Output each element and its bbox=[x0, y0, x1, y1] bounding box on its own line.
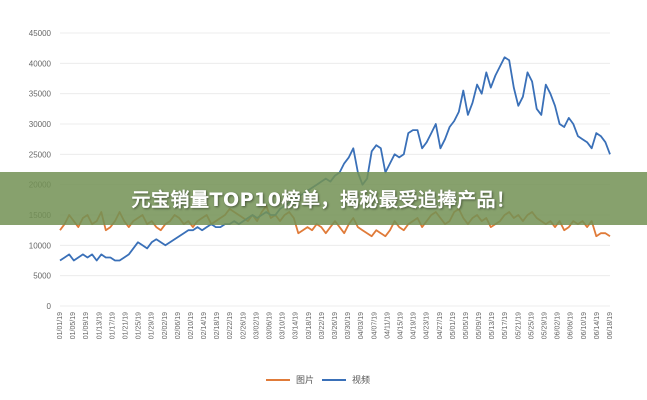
x-tick-label: 03/06/19 bbox=[267, 312, 274, 339]
y-axis-ticks: 0500010000150002000025000300003500040000… bbox=[29, 29, 52, 311]
title-banner: 元宝销量TOP10榜单，揭秘最受追捧产品！ bbox=[0, 172, 647, 225]
y-tick-label: 45000 bbox=[29, 29, 52, 38]
x-tick-label: 01/05/19 bbox=[70, 312, 77, 339]
x-tick-label: 04/07/19 bbox=[371, 312, 378, 339]
y-tick-label: 0 bbox=[47, 302, 52, 311]
x-tick-label: 03/02/19 bbox=[253, 312, 260, 339]
x-tick-label: 03/30/19 bbox=[345, 312, 352, 339]
x-tick-label: 04/03/19 bbox=[358, 312, 365, 339]
x-tick-label: 04/19/19 bbox=[411, 312, 418, 339]
legend-label-image: 图片 bbox=[296, 374, 314, 386]
legend: 图片 视频 bbox=[266, 374, 370, 386]
x-tick-label: 05/25/19 bbox=[528, 312, 535, 339]
y-tick-label: 30000 bbox=[29, 120, 52, 129]
x-tick-label: 01/21/19 bbox=[122, 312, 129, 339]
x-tick-label: 05/01/19 bbox=[450, 312, 457, 339]
x-tick-label: 04/15/19 bbox=[397, 312, 404, 339]
x-tick-label: 02/26/19 bbox=[240, 312, 247, 339]
x-tick-label: 02/10/19 bbox=[188, 312, 195, 339]
x-tick-label: 04/23/19 bbox=[424, 312, 431, 339]
x-tick-label: 06/10/19 bbox=[581, 312, 588, 339]
legend-label-video: 视频 bbox=[352, 374, 370, 386]
x-tick-label: 01/29/19 bbox=[149, 312, 156, 339]
banner-title: 元宝销量TOP10榜单，揭秘最受追捧产品！ bbox=[131, 189, 516, 211]
x-tick-label: 06/18/19 bbox=[607, 312, 614, 339]
x-tick-label: 06/14/19 bbox=[594, 312, 601, 339]
y-tick-label: 40000 bbox=[29, 59, 52, 68]
x-tick-label: 03/14/19 bbox=[293, 312, 300, 339]
x-tick-label: 03/18/19 bbox=[306, 312, 313, 339]
x-tick-label: 01/13/19 bbox=[96, 312, 103, 339]
x-tick-label: 03/26/19 bbox=[332, 312, 339, 339]
x-tick-label: 02/22/19 bbox=[227, 312, 234, 339]
series-line-video bbox=[59, 56, 611, 262]
x-tick-label: 02/02/19 bbox=[162, 312, 169, 339]
series-lines bbox=[59, 56, 611, 262]
x-tick-label: 02/14/19 bbox=[201, 312, 208, 339]
x-tick-label: 05/21/19 bbox=[515, 312, 522, 339]
x-tick-label: 05/09/19 bbox=[476, 312, 483, 339]
x-tick-label: 04/27/19 bbox=[437, 312, 444, 339]
x-tick-label: 05/29/19 bbox=[542, 312, 549, 339]
x-tick-label: 05/17/19 bbox=[502, 312, 509, 339]
x-tick-label: 06/02/19 bbox=[555, 312, 562, 339]
x-tick-label: 02/06/19 bbox=[175, 312, 182, 339]
y-tick-label: 5000 bbox=[33, 272, 51, 281]
x-tick-label: 04/11/19 bbox=[384, 312, 391, 339]
x-tick-label: 01/09/19 bbox=[83, 312, 90, 339]
x-tick-label: 03/10/19 bbox=[280, 312, 287, 339]
x-axis-ticks: 01/01/19 01/05/19 01/09/19 01/13/19 01/17/19… bbox=[57, 312, 614, 339]
x-tick-label: 01/17/19 bbox=[109, 312, 116, 339]
x-tick-label: 01/25/19 bbox=[136, 312, 143, 339]
x-tick-label: 05/13/19 bbox=[489, 312, 496, 339]
x-tick-label: 01/01/19 bbox=[57, 312, 64, 339]
y-tick-label: 35000 bbox=[29, 90, 52, 99]
x-tick-label: 03/22/19 bbox=[319, 312, 326, 339]
y-tick-label: 25000 bbox=[29, 150, 52, 159]
x-tick-label: 05/05/19 bbox=[463, 312, 470, 339]
x-tick-label: 02/18/19 bbox=[214, 312, 221, 339]
x-tick-label: 06/06/19 bbox=[568, 312, 575, 339]
y-tick-label: 10000 bbox=[29, 241, 52, 250]
